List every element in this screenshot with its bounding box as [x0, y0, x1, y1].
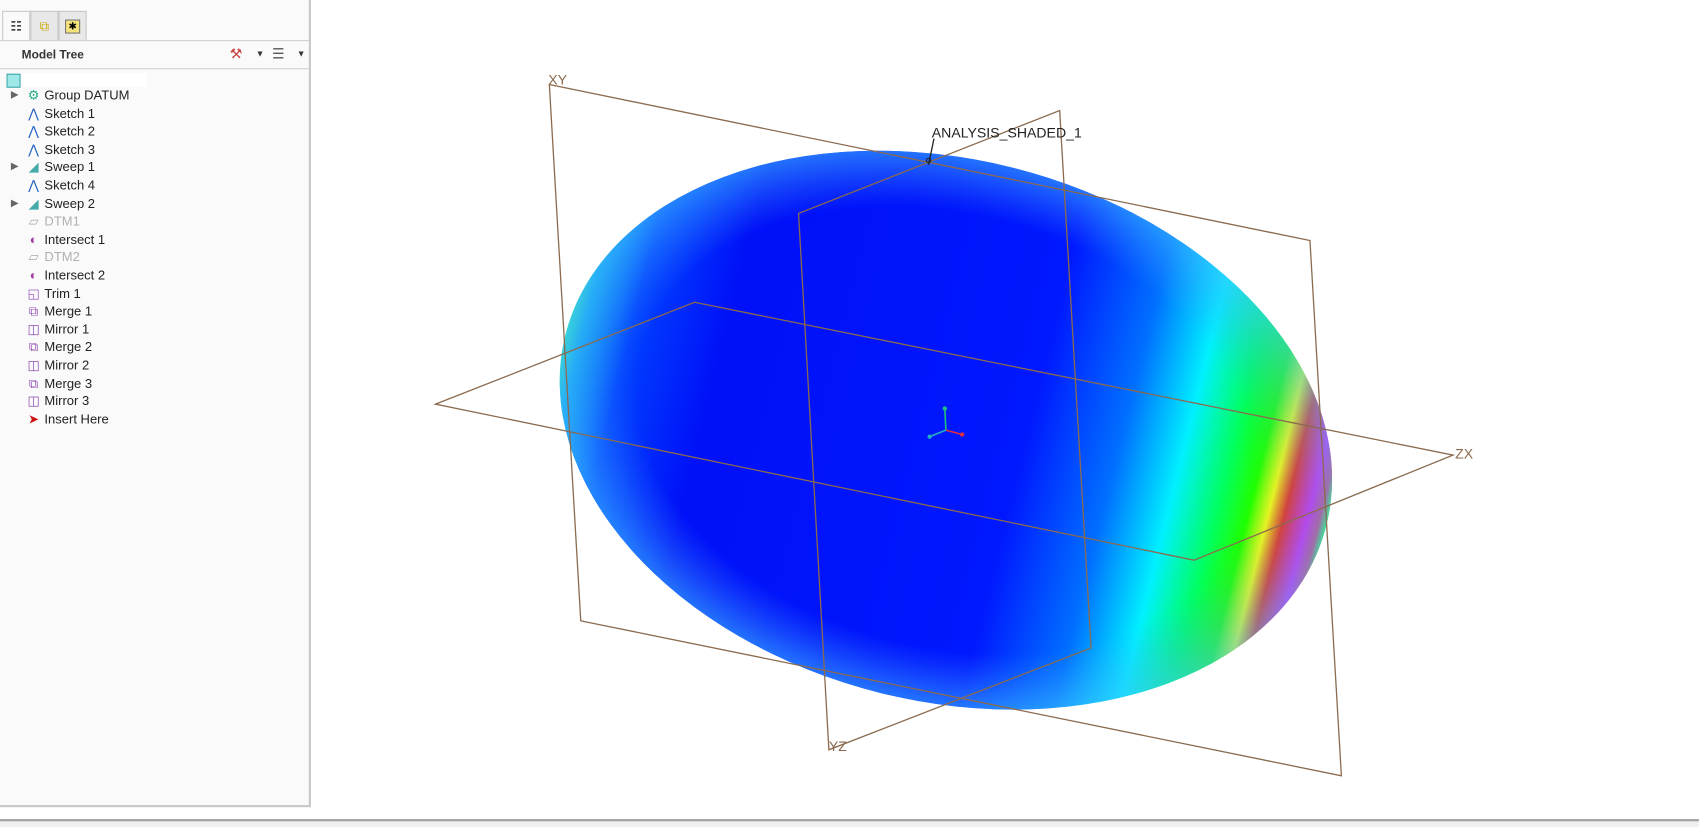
sweep-icon: ◢ — [28, 159, 39, 175]
coordinate-triad-icon — [927, 406, 965, 439]
chevron-down-icon[interactable]: ▼ — [296, 48, 306, 59]
tree-item-label: Merge 3 — [44, 375, 93, 391]
tree-item[interactable]: ⧉ Merge 1 — [0, 304, 309, 321]
plane-label-zx[interactable]: ZX — [1455, 445, 1474, 461]
tree-item-label: Intersect 2 — [44, 267, 106, 283]
tree-item-label: Sweep 1 — [44, 159, 96, 175]
tree-item[interactable]: ◫ Mirror 3 — [0, 394, 309, 411]
intersect-icon: ◐ — [29, 231, 38, 247]
tree-item-label: DTM1 — [44, 213, 80, 229]
intersect-icon: ◐ — [29, 267, 38, 283]
group-icon: ⚙ — [27, 87, 40, 103]
tree-item-label: Intersect 1 — [44, 231, 106, 247]
tree-item[interactable]: ◫ Mirror 1 — [0, 322, 309, 339]
tree-item-label: Sketch 4 — [44, 177, 96, 193]
tree-item[interactable]: ➤ Insert Here — [0, 412, 309, 429]
model-tree-panel: ☷ ⧉ ✱ Model Tree ⚒ ▼ ☰ ▼ ▶ ⚙ Group DATUM ⋀ S… — [0, 0, 311, 808]
analysis-leader-line — [927, 138, 935, 165]
datum-plane-icon: ▱ — [28, 249, 39, 265]
panel-title: Model Tree — [21, 48, 84, 62]
plane-label-xy[interactable]: XY — [548, 72, 567, 88]
tree-item-label: Sketch 3 — [44, 141, 96, 157]
model-tree-icon: ☷ — [10, 18, 23, 34]
datum-plane-xy[interactable] — [548, 83, 1343, 777]
folder-star-icon: ✱ — [65, 18, 80, 34]
expand-arrow-icon[interactable]: ▶ — [10, 196, 19, 208]
mirror-icon: ◫ — [27, 393, 40, 409]
tab-layers[interactable]: ⧉ — [30, 10, 59, 41]
status-bar — [0, 819, 1699, 827]
tree-item[interactable]: ◐ Intersect 1 — [0, 232, 309, 249]
tree-item-label: Merge 1 — [44, 303, 93, 319]
tree-item[interactable]: ⋀ Sketch 2 — [0, 124, 309, 141]
tree-item-label: Sweep 2 — [44, 195, 96, 211]
tree-item[interactable]: ⧉ Merge 3 — [0, 376, 309, 393]
tree-item[interactable]: ▱ DTM2 — [0, 250, 309, 267]
datum-plane-zx[interactable] — [433, 301, 1456, 561]
tree-item[interactable]: ⋀ Sketch 1 — [0, 106, 309, 123]
tree-item[interactable]: ◫ Mirror 2 — [0, 358, 309, 375]
chevron-down-icon[interactable]: ▼ — [255, 48, 265, 59]
tree-item[interactable]: ◱ Trim 1 — [0, 286, 309, 303]
mirror-icon: ◫ — [27, 321, 40, 337]
mirror-icon: ◫ — [27, 357, 40, 373]
tree-item[interactable]: ▱ DTM1 — [0, 214, 309, 231]
sweep-icon: ◢ — [28, 195, 39, 211]
root-node-label[interactable] — [21, 73, 147, 87]
tree-item[interactable]: ◐ Intersect 2 — [0, 268, 309, 285]
tree-item-label: Insert Here — [44, 411, 109, 427]
analysis-anchor-point — [925, 157, 932, 164]
panel-tabs: ☷ ⧉ ✱ — [2, 10, 87, 41]
trim-icon: ◱ — [27, 285, 40, 301]
sketch-icon: ⋀ — [28, 123, 39, 139]
datum-plane-icon: ▱ — [28, 213, 39, 229]
tree-item[interactable]: ▶ ⚙ Group DATUM — [0, 88, 309, 105]
merge-icon: ⧉ — [28, 339, 39, 355]
expand-arrow-icon[interactable]: ▶ — [10, 160, 19, 172]
tab-model-tree[interactable]: ☷ — [2, 10, 31, 41]
tree-item-label: DTM2 — [44, 249, 80, 265]
sketch-icon: ⋀ — [28, 141, 39, 157]
plane-label-yz[interactable]: YZ — [829, 738, 847, 754]
tree-item[interactable]: ⋀ Sketch 4 — [0, 178, 309, 195]
tree-item-label: Mirror 1 — [44, 321, 90, 337]
tree-item[interactable]: ⧉ Merge 2 — [0, 340, 309, 357]
expand-arrow-icon[interactable]: ▶ — [10, 88, 19, 100]
sketch-icon: ⋀ — [28, 177, 39, 193]
tab-favorites[interactable]: ✱ — [58, 10, 87, 41]
tree-item[interactable]: ▶ ◢ Sweep 1 — [0, 160, 309, 177]
settings-tools-icon[interactable]: ⚒ — [229, 45, 243, 62]
tree-item[interactable]: ⋀ Sketch 3 — [0, 142, 309, 159]
tree-item[interactable]: ▶ ◢ Sweep 2 — [0, 196, 309, 213]
tree-item-label: Sketch 2 — [44, 123, 96, 139]
tree-columns-icon[interactable]: ☰ — [271, 45, 285, 62]
tree-item-label: Group DATUM — [44, 87, 130, 103]
datum-plane-yz[interactable] — [797, 109, 1092, 751]
analysis-label[interactable]: ANALYSIS_SHADED_1 — [932, 125, 1082, 141]
tree-item-label: Mirror 3 — [44, 393, 90, 409]
insert-arrow-icon: ➤ — [28, 411, 40, 427]
layers-icon: ⧉ — [39, 17, 50, 34]
tree-item-label: Sketch 1 — [44, 105, 96, 121]
tree-item-label: Merge 2 — [44, 339, 93, 355]
merge-icon: ⧉ — [28, 303, 39, 319]
tree-item-label: Mirror 2 — [44, 357, 90, 373]
model-tree-header: Model Tree ⚒ ▼ ☰ ▼ — [0, 40, 309, 70]
sketch-icon: ⋀ — [28, 105, 39, 121]
part-icon[interactable] — [6, 73, 21, 88]
merge-icon: ⧉ — [28, 375, 39, 391]
tree-item-label: Trim 1 — [44, 285, 81, 301]
